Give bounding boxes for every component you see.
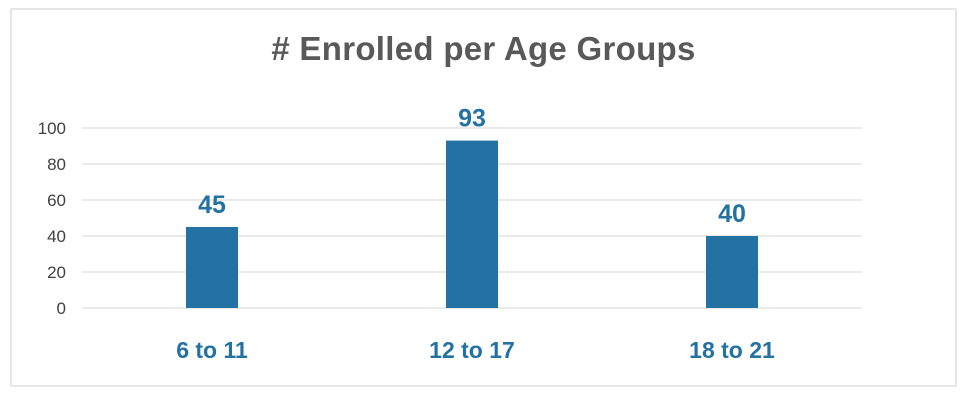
bar xyxy=(186,227,238,308)
y-axis: 0 20 40 60 80 100 xyxy=(38,119,66,318)
data-label: 45 xyxy=(198,191,226,219)
y-tick-label: 40 xyxy=(47,227,66,246)
y-tick-label: 80 xyxy=(47,155,66,174)
data-label: 40 xyxy=(718,200,746,228)
y-tick-label: 20 xyxy=(47,263,66,282)
y-tick-label: 60 xyxy=(47,191,66,210)
x-category-label: 6 to 11 xyxy=(176,337,248,363)
chart-title: # Enrolled per Age Groups xyxy=(271,30,696,67)
x-category-label: 18 to 21 xyxy=(689,337,775,363)
y-tick-label: 0 xyxy=(57,299,66,318)
data-labels: 45 93 40 xyxy=(198,105,746,228)
x-category-label: 12 to 17 xyxy=(429,337,515,363)
bars xyxy=(186,140,758,308)
data-label: 93 xyxy=(458,105,486,133)
bar xyxy=(446,140,498,308)
y-tick-label: 100 xyxy=(38,119,66,138)
bar xyxy=(706,236,758,308)
x-axis: 6 to 11 12 to 17 18 to 21 xyxy=(176,337,775,363)
